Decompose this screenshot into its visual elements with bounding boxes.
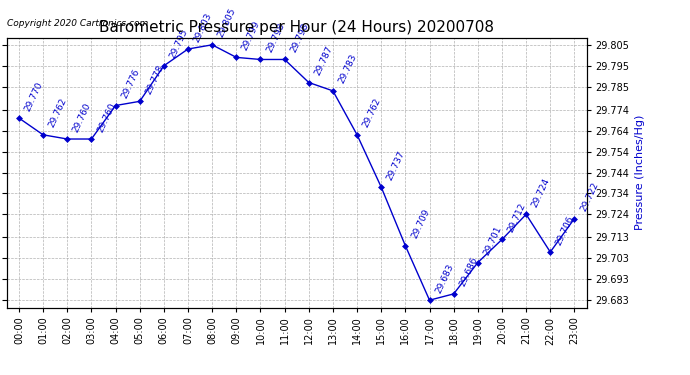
Text: 29.709: 29.709 bbox=[410, 208, 431, 240]
Text: 29.706: 29.706 bbox=[555, 214, 576, 246]
Text: 29.737: 29.737 bbox=[386, 149, 407, 182]
Text: 29.724: 29.724 bbox=[531, 177, 552, 209]
Text: 29.683: 29.683 bbox=[434, 262, 455, 295]
Text: 29.760: 29.760 bbox=[96, 101, 117, 134]
Text: 29.798: 29.798 bbox=[265, 22, 286, 54]
Text: 29.760: 29.760 bbox=[72, 101, 93, 134]
Text: 29.722: 29.722 bbox=[579, 181, 600, 213]
Text: 29.686: 29.686 bbox=[458, 256, 480, 288]
Text: 29.712: 29.712 bbox=[506, 202, 528, 234]
Text: 29.776: 29.776 bbox=[120, 68, 141, 100]
Text: 29.701: 29.701 bbox=[482, 225, 504, 257]
Text: 29.762: 29.762 bbox=[48, 97, 69, 129]
Text: 29.795: 29.795 bbox=[168, 28, 190, 60]
Text: 29.770: 29.770 bbox=[23, 80, 45, 112]
Text: 29.783: 29.783 bbox=[337, 53, 359, 86]
Text: 29.805: 29.805 bbox=[217, 7, 238, 39]
Text: 29.799: 29.799 bbox=[241, 20, 262, 52]
Text: 29.762: 29.762 bbox=[362, 97, 383, 129]
Text: 29.798: 29.798 bbox=[289, 22, 311, 54]
Text: 29.787: 29.787 bbox=[313, 45, 335, 77]
Text: Copyright 2020 Cartronics.com: Copyright 2020 Cartronics.com bbox=[7, 19, 148, 28]
Text: 29.803: 29.803 bbox=[193, 11, 214, 44]
Title: Barometric Pressure per Hour (24 Hours) 20200708: Barometric Pressure per Hour (24 Hours) … bbox=[99, 20, 494, 35]
Y-axis label: Pressure (Inches/Hg): Pressure (Inches/Hg) bbox=[635, 115, 645, 230]
Text: 29.778: 29.778 bbox=[144, 63, 166, 96]
